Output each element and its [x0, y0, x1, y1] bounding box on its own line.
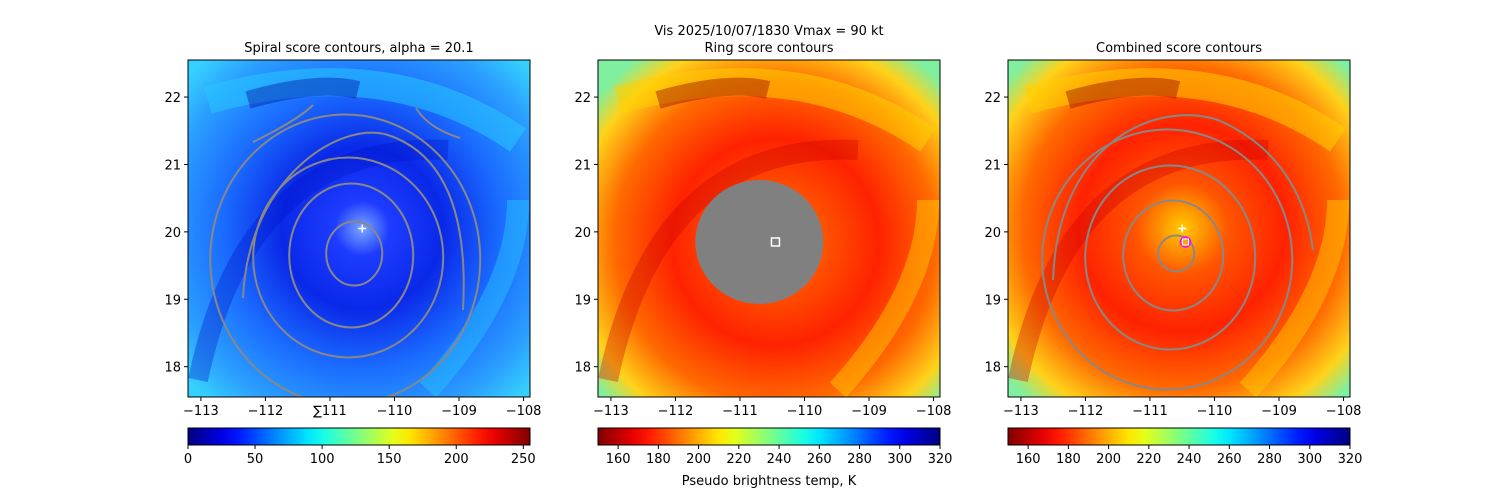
contour-line: [415, 107, 461, 139]
colorbar-tick-label: 240: [767, 452, 792, 467]
colorbar-gradient: [597, 427, 941, 446]
y-tick-label: 22: [984, 91, 1001, 106]
colorbar-tick-label: 250: [511, 452, 536, 467]
colorbar: 160 180 200 220 240 260 280 300 320: [597, 427, 953, 467]
center-plus-marker: [358, 224, 367, 233]
x-tick-label: −112: [1068, 404, 1104, 419]
center-square-marker: [770, 237, 781, 247]
score-contours: [1041, 114, 1314, 391]
colorbar-tick-label: 240: [1177, 452, 1202, 467]
x-tick-label: −108: [916, 404, 952, 419]
x-tick-label: −110: [787, 404, 823, 419]
y-tick-label: 20: [164, 226, 181, 241]
y-tick-label: 20: [984, 226, 1001, 241]
panel-title: Combined score contours: [1096, 41, 1262, 56]
panel-title: Spiral score contours, alpha = 20.1: [244, 41, 473, 56]
y-tick-label: 19: [574, 293, 591, 308]
contour-line: [242, 131, 465, 311]
colorbar-tick-label: 280: [847, 452, 872, 467]
colorbar-tick-label: 150: [377, 452, 402, 467]
contour-line: [325, 220, 384, 287]
colorbar-tick-label: 220: [1136, 452, 1161, 467]
colorbar: 0 50 100 150 200 250: [184, 427, 536, 467]
contour-line: [1084, 164, 1257, 351]
colorbar-tick-label: 160: [606, 452, 631, 467]
x-tick-label: −110: [1197, 404, 1233, 419]
y-tick-label: 21: [164, 158, 181, 173]
x-tick-label: −112: [248, 404, 284, 419]
colorbar-tick-label: 300: [1297, 452, 1322, 467]
x-tick-label: −108: [506, 404, 542, 419]
y-tick-label: 19: [164, 293, 181, 308]
contour-line: [252, 104, 314, 143]
colorbar: 160 180 200 220 240 260 280 300 320: [1007, 427, 1363, 467]
colorbar-tick-label: 50: [247, 452, 264, 467]
colorbar-tick-label: 260: [807, 452, 832, 467]
y-tick-label: 18: [984, 361, 1001, 376]
colorbar-tick-label: 320: [1338, 452, 1363, 467]
colorbar-tick-label: 220: [726, 452, 751, 467]
panel-3: Combined score contours −113 −112 −111 −110 −…: [984, 41, 1362, 467]
center-plus-marker: [1178, 224, 1187, 233]
contour-line: [1157, 234, 1196, 273]
x-tick-label: −110: [377, 404, 413, 419]
colorbar-tick-label: 200: [1096, 452, 1121, 467]
colorbar-tick-label: 180: [646, 452, 671, 467]
y-tick-label: 22: [164, 91, 181, 106]
colorbar-tick-label: 280: [1257, 452, 1282, 467]
satellite-image: [188, 60, 530, 397]
satellite-image: [598, 60, 940, 397]
x-tick-label: −109: [1261, 404, 1297, 419]
masked-eye-region: [695, 179, 824, 304]
colorbar-tick-label: 320: [928, 452, 953, 467]
contour-line: [1052, 114, 1314, 281]
contour-line: [252, 156, 445, 359]
panel-1: Spiral score contours, alpha = 20.1 −113 −…: [164, 41, 541, 467]
colorbar-tick-label: 200: [444, 452, 469, 467]
best-circle-marker: [1179, 236, 1192, 248]
x-tick-label: ∑111: [313, 404, 347, 419]
contour-line: [1041, 128, 1294, 391]
colorbar-gradient: [1007, 427, 1351, 446]
colorbar-tick-label: 180: [1056, 452, 1081, 467]
colorbar-tick-label: 300: [887, 452, 912, 467]
y-tick-label: 18: [574, 361, 591, 376]
contour-line: [1122, 199, 1225, 312]
axes-frame: [1007, 59, 1351, 398]
score-contours: [209, 104, 482, 397]
colorbar-tick-label: 200: [686, 452, 711, 467]
y-tick-label: 21: [984, 158, 1001, 173]
colorbar-gradient: [187, 427, 531, 446]
x-tick-label: −113: [1003, 404, 1039, 419]
x-tick-label: −113: [183, 404, 219, 419]
colorbar-tick-label: 260: [1217, 452, 1242, 467]
colorbar-tick-label: 100: [310, 452, 335, 467]
x-tick-label: −108: [1326, 404, 1362, 419]
x-tick-label: −109: [851, 404, 887, 419]
y-tick-label: 19: [984, 293, 1001, 308]
x-tick-label: −112: [658, 404, 694, 419]
axes-frame: [597, 59, 941, 398]
panel-title: Ring score contours: [704, 41, 833, 56]
x-tick-label: −109: [441, 404, 477, 419]
figure-suptitle: Vis 2025/10/07/1830 Vmax = 90 kt: [654, 24, 883, 39]
x-tick-label: −111: [1132, 404, 1168, 419]
contour-line: [209, 113, 482, 397]
contour-line: [288, 182, 415, 329]
colorbar-tick-label: 160: [1016, 452, 1041, 467]
colorbar-tick-label: 0: [184, 452, 192, 467]
y-tick-label: 21: [574, 158, 591, 173]
best-square-marker: [1181, 238, 1189, 246]
x-tick-label: −111: [722, 404, 758, 419]
y-tick-label: 20: [574, 226, 591, 241]
x-tick-label: −113: [593, 404, 629, 419]
panel-2: Ring score contours −113 −112 −111 −110 −109 −…: [574, 41, 952, 467]
colorbar-label: Pseudo brightness temp, K: [682, 474, 857, 489]
axes-frame: [187, 59, 531, 398]
y-tick-label: 18: [164, 361, 181, 376]
satellite-image: [1008, 60, 1350, 397]
y-tick-label: 22: [574, 91, 591, 106]
